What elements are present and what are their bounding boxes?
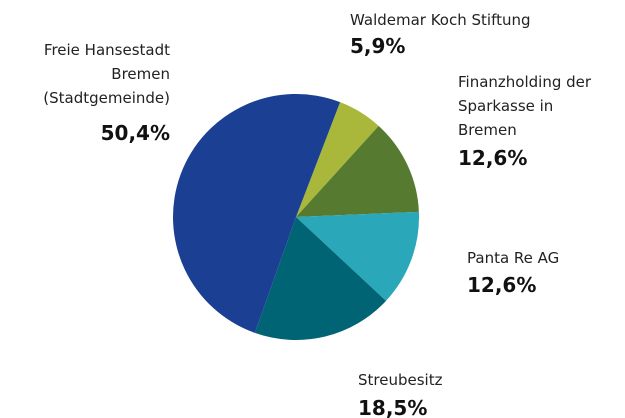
slice-label: Waldemar Koch Stiftung xyxy=(350,11,531,29)
pie-slice xyxy=(296,102,379,217)
slice-label: Panta Re AG xyxy=(467,249,560,267)
value-label: 5,9% xyxy=(350,34,406,58)
pie-slice xyxy=(296,125,419,217)
pie-slice xyxy=(254,217,387,340)
slice-label: Freie Hansestadt Bremen (Stadtgemeinde) xyxy=(43,41,170,107)
slice-label: Streubesitz xyxy=(358,371,443,389)
pie-slice xyxy=(296,211,419,301)
value-label: 12,6% xyxy=(458,146,528,170)
value-label: 12,6% xyxy=(467,273,537,297)
value-label: 18,5% xyxy=(358,396,428,418)
pie-slice xyxy=(173,94,341,333)
value-label: 50,4% xyxy=(100,121,170,145)
slice-label: Finanzholding der Sparkasse in Bremen xyxy=(458,73,592,139)
